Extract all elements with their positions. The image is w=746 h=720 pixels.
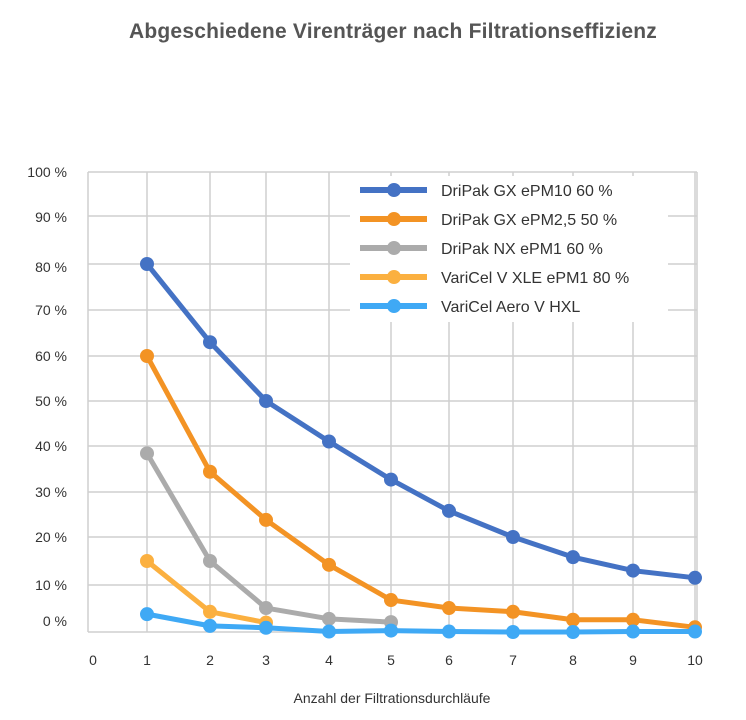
x-tick-label: 9 xyxy=(629,652,637,668)
data-point xyxy=(140,349,154,363)
legend-marker xyxy=(387,270,401,284)
y-tick-label: 80 % xyxy=(35,259,67,275)
data-point xyxy=(384,623,398,638)
data-point xyxy=(140,554,154,568)
data-point xyxy=(384,472,398,487)
x-tick-label: 7 xyxy=(509,652,517,668)
data-point xyxy=(322,434,336,449)
data-point xyxy=(203,464,217,479)
data-point xyxy=(566,625,580,639)
x-tick-label: 2 xyxy=(206,652,214,668)
x-tick-label: 5 xyxy=(387,652,395,668)
legend-label: DriPak GX ePM2,5 50 % xyxy=(441,212,617,229)
data-point xyxy=(506,604,520,619)
series-line xyxy=(146,611,695,635)
data-point xyxy=(140,446,154,461)
data-point xyxy=(259,394,273,408)
data-point xyxy=(203,554,217,568)
x-tick-label: 4 xyxy=(325,652,333,668)
data-point xyxy=(566,550,580,565)
legend-label: DriPak GX ePM10 60 % xyxy=(441,183,613,200)
legend-marker xyxy=(387,183,401,197)
y-tick-label: 70 % xyxy=(35,302,67,318)
data-point xyxy=(626,624,640,639)
x-tick-label: 8 xyxy=(569,652,577,668)
y-tick-label: 20 % xyxy=(35,529,67,545)
data-point xyxy=(626,563,640,578)
legend-marker xyxy=(387,299,401,313)
legend-label: VariCel V XLE ePM1 80 % xyxy=(441,270,629,287)
y-tick-label: 30 % xyxy=(35,484,67,500)
x-tick-label: 1 xyxy=(143,652,151,668)
data-point xyxy=(140,607,154,622)
data-point xyxy=(259,620,273,635)
data-point xyxy=(566,612,580,627)
data-point xyxy=(442,503,456,518)
data-point xyxy=(259,601,273,616)
data-point xyxy=(322,624,336,639)
legend-marker xyxy=(387,212,401,226)
series-line xyxy=(145,262,696,581)
data-point xyxy=(506,625,520,639)
series-line xyxy=(144,354,696,630)
x-tick-label: 3 xyxy=(262,652,270,668)
data-point xyxy=(442,624,456,639)
data-point xyxy=(203,618,217,633)
x-axis-label: Anzahl der Filtrationsdurchläufe xyxy=(294,690,491,706)
data-point xyxy=(442,601,456,616)
y-tick-label: 100 % xyxy=(27,164,67,180)
y-tick-label: 50 % xyxy=(35,393,67,409)
y-tick-label: 0 % xyxy=(43,613,67,629)
data-point xyxy=(203,335,217,350)
data-point xyxy=(626,612,640,627)
legend-label: DriPak NX ePM1 60 % xyxy=(441,241,603,258)
data-point xyxy=(688,570,702,585)
data-point xyxy=(203,604,217,619)
y-tick-label: 40 % xyxy=(35,438,67,454)
data-point xyxy=(259,512,273,527)
data-point xyxy=(322,557,336,572)
data-point xyxy=(322,611,336,626)
y-tick-label: 10 % xyxy=(35,577,67,593)
y-tick-label: 90 % xyxy=(35,209,67,225)
x-tick-label: 10 xyxy=(687,652,703,668)
x-tick-label: 0 xyxy=(89,652,97,668)
legend-marker xyxy=(387,241,401,255)
data-point xyxy=(688,624,702,639)
data-point xyxy=(384,593,398,608)
data-point xyxy=(140,257,154,271)
legend-label: VariCel Aero V HXL xyxy=(441,299,580,316)
data-point xyxy=(506,530,520,544)
chart-title: Abgeschiedene Virenträger nach Filtratio… xyxy=(129,20,657,43)
x-tick-label: 6 xyxy=(445,652,453,668)
y-tick-label: 60 % xyxy=(35,348,67,364)
